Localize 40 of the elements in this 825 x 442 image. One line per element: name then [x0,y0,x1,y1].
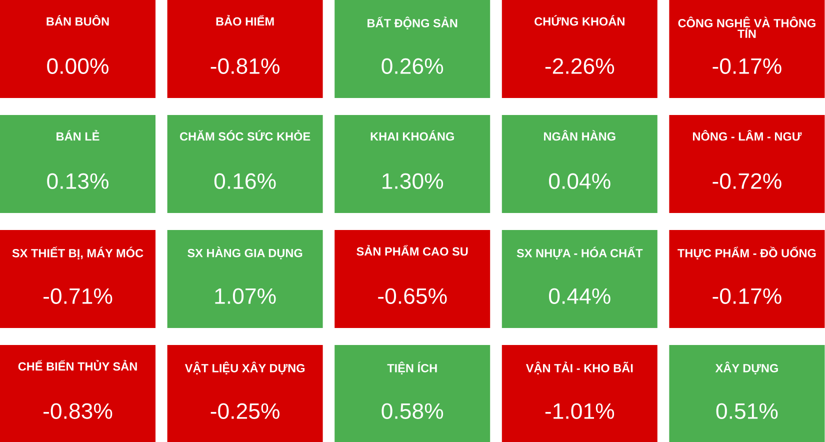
data-label: 1.07% [215,288,276,304]
category-label: TIỆN ÍCH [387,362,437,374]
data-label: 1.30% [382,173,444,189]
category-label: NGÂN HÀNG [544,130,616,141]
category-label: THỰC PHẨM - ĐỒ UỐNG [678,246,816,260]
category-label: SX HÀNG GIA DỤNG [188,246,302,260]
category-label: CHỨNG KHOÁN [534,15,624,26]
data-label: -0.72% [712,173,782,189]
category-label: NÔNG - LÂM - NGƯ [693,130,802,141]
category-label: KHAI KHOÁNG [370,130,454,141]
data-label: 0.44% [549,288,610,304]
category-label: CHĂM SÓC SỨC KHỎE [180,130,310,141]
category-label: BÁN LẺ [56,130,100,141]
category-label: SẢN PHẨM CAO SU [356,244,468,256]
category-label: CÔNG NGHỆ VÀ THÔNG TIN [678,16,816,38]
category-label: BẤT ĐỘNG SẢN [368,16,458,30]
data-label: -0.17% [712,288,782,304]
category-label: VẬN TẢI - KHO BÃI [526,362,633,374]
data-label: -0.25% [210,403,280,419]
category-label: SX THIẾT BỊ, MÁY MÓC [12,246,144,260]
category-label: SX NHỰA - HÓA CHẤT [516,246,643,260]
category-label: BẢO HIỂM [216,14,274,26]
data-label: 0.13% [47,173,108,189]
data-label: -0.81% [210,58,280,74]
data-label: -2.26% [545,58,614,74]
data-label: 0.00% [47,58,108,74]
data-label: -0.65% [378,288,447,304]
data-label: 0.04% [549,173,610,189]
category-label: CHẾ BIẾN THỦY SẢN [18,360,137,371]
data-label: -0.17% [712,58,782,74]
category-label: BÁN BUÔN [46,14,109,26]
data-label: 0.26% [382,58,444,74]
category-label: VẬT LIỆU XÂY DỰNG [184,362,305,374]
data-label: -0.83% [44,403,112,419]
data-label: -0.71% [44,288,112,304]
data-label: 0.51% [716,403,778,419]
data-label: 0.58% [382,403,444,419]
category-label: XÂY DỰNG [715,362,778,374]
data-label: 0.16% [214,173,276,189]
data-label: -1.01% [545,403,614,419]
